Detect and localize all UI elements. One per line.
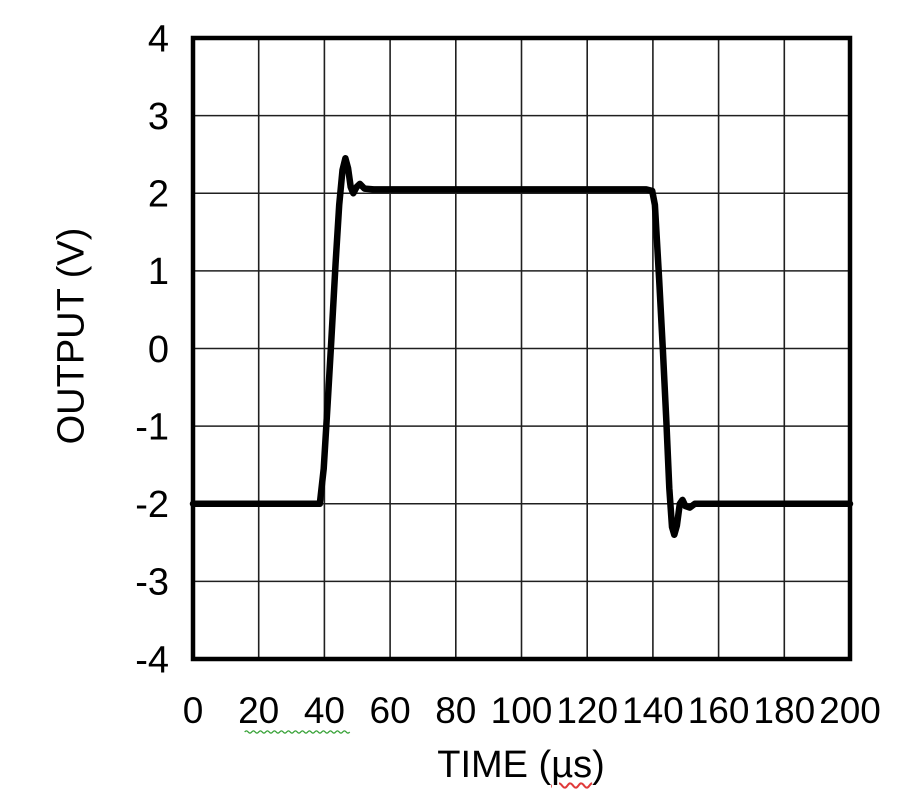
y-tick-label: 4 xyxy=(148,18,169,60)
x-axis-title: TIME (µs) xyxy=(437,744,605,787)
y-tick-label: 3 xyxy=(148,96,169,138)
y-tick-label: 0 xyxy=(148,329,169,371)
x-tick-label: 60 xyxy=(370,690,411,731)
x-tick-label: 80 xyxy=(435,690,476,731)
x-tick-label: 140 xyxy=(622,690,684,731)
y-tick-label: -3 xyxy=(135,562,169,604)
x-tick-label: 180 xyxy=(753,690,815,731)
x-axis-unit-misspelled: µs xyxy=(551,744,593,786)
y-axis-title-text: OUTPUT (V) xyxy=(50,227,93,445)
y-tick-label: -4 xyxy=(135,639,169,681)
x-axis-title-prefix: TIME ( xyxy=(437,744,552,786)
y-tick-label: -1 xyxy=(135,406,169,448)
y-tick-label: -2 xyxy=(135,484,169,526)
y-tick-label: 1 xyxy=(148,251,169,293)
y-axis-title: OUTPUT (V) xyxy=(51,228,94,445)
x-tick-label: 40 xyxy=(304,690,345,731)
grammar-squiggle xyxy=(244,730,351,734)
plot-border xyxy=(190,35,853,662)
x-tick-label: 20 xyxy=(238,690,279,731)
x-tick-label: 100 xyxy=(491,690,553,731)
x-tick-label: 0 xyxy=(183,690,204,731)
x-axis-title-suffix: ) xyxy=(592,744,605,786)
x-tick-label: 200 xyxy=(819,690,881,731)
x-tick-label: 160 xyxy=(688,690,750,731)
x-tick-label: 120 xyxy=(556,690,618,731)
y-tick-label: 2 xyxy=(148,174,169,216)
waveform-trace xyxy=(189,155,854,539)
